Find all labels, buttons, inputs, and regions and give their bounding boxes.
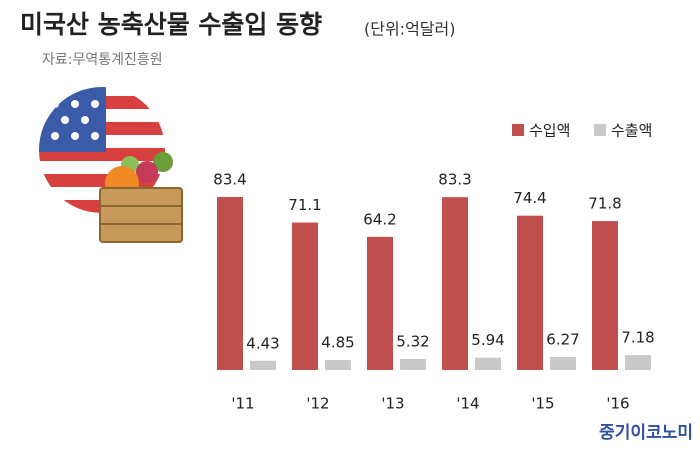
x-tick-label: '16 bbox=[606, 395, 629, 413]
illustration bbox=[39, 87, 183, 243]
legend-label: 수입액 bbox=[529, 122, 570, 140]
x-tick-label: '13 bbox=[381, 395, 404, 413]
value-label: 83.3 bbox=[438, 171, 471, 189]
bar bbox=[550, 356, 576, 370]
unit-label: (단위:억달러) bbox=[364, 20, 455, 39]
bar bbox=[400, 358, 426, 370]
value-label: 7.18 bbox=[621, 329, 654, 347]
value-label: 4.43 bbox=[246, 334, 279, 352]
value-label: 64.2 bbox=[363, 210, 396, 228]
legend-swatch bbox=[512, 124, 524, 136]
bar bbox=[625, 355, 651, 370]
x-tick-label: '12 bbox=[306, 395, 329, 413]
x-tick-label: '11 bbox=[231, 395, 254, 413]
x-tick-label: '14 bbox=[456, 395, 479, 413]
bar bbox=[217, 197, 243, 370]
bar bbox=[517, 215, 543, 370]
legend-swatch bbox=[594, 124, 606, 136]
source: 자료:무역통계진흥원 bbox=[42, 52, 163, 68]
bar bbox=[592, 221, 618, 370]
value-label: 71.8 bbox=[588, 195, 621, 213]
x-tick-label: '15 bbox=[531, 395, 554, 413]
bar bbox=[250, 360, 276, 370]
bar bbox=[367, 236, 393, 370]
brand: 중기이코노미 bbox=[599, 423, 693, 443]
bar bbox=[325, 359, 351, 370]
bar bbox=[475, 357, 501, 370]
legend-label: 수출액 bbox=[611, 122, 652, 140]
value-label: 4.85 bbox=[321, 333, 354, 351]
bar bbox=[442, 197, 468, 370]
chart-title: 미국산 농축산물 수출입 동향 bbox=[20, 10, 322, 39]
value-label: 71.1 bbox=[288, 196, 321, 214]
value-label: 74.4 bbox=[513, 189, 546, 207]
value-label: 6.27 bbox=[546, 330, 579, 348]
value-label: 5.32 bbox=[396, 332, 429, 350]
bar bbox=[292, 222, 318, 370]
value-label: 83.4 bbox=[213, 171, 246, 189]
value-label: 5.94 bbox=[471, 331, 504, 349]
